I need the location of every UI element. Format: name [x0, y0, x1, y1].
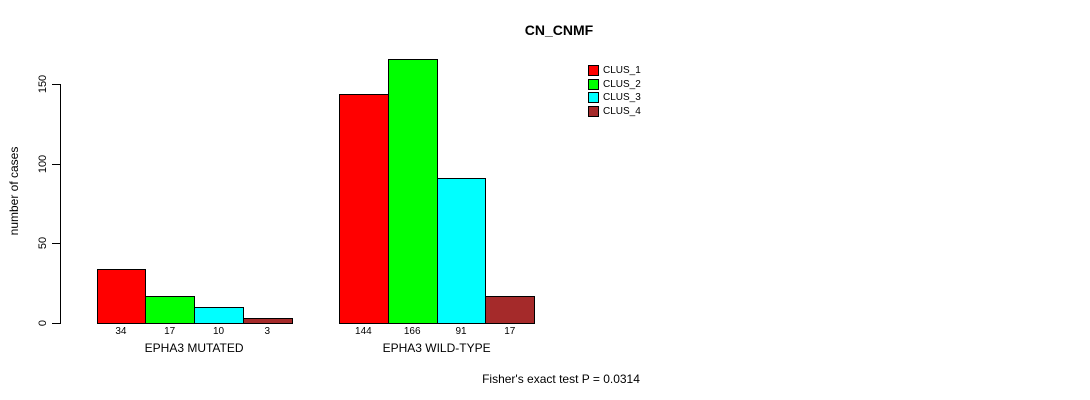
bar-clus_1-1 — [96, 269, 147, 324]
bar-value-label: 10 — [212, 326, 225, 337]
legend-swatch-icon — [588, 78, 599, 90]
legend-item-clus_3: CLUS_3 — [588, 91, 641, 104]
bar-value-label: 3 — [264, 326, 271, 337]
legend: CLUS_1 CLUS_2 CLUS_3 CLUS_4 — [588, 64, 641, 118]
bar-clus_3-1 — [194, 307, 244, 324]
y-axis-line — [59, 84, 61, 324]
y-axis-tick — [52, 243, 60, 245]
bar-value-label: 166 — [403, 326, 421, 337]
legend-label: CLUS_1 — [603, 65, 641, 76]
category-label: EPHA3 MUTATED — [144, 341, 244, 355]
legend-swatch-icon — [588, 92, 599, 103]
bar-clus_4-2 — [485, 296, 536, 324]
bar-value-label: 17 — [164, 326, 176, 337]
y-axis-tick-label: 100 — [37, 154, 49, 173]
legend-item-clus_4: CLUS_4 — [588, 105, 641, 118]
bar-value-label: 17 — [504, 326, 516, 337]
category-label: EPHA3 WILD-TYPE — [382, 341, 491, 355]
bar-clus_2-1 — [145, 296, 196, 324]
bar-clus_3-2 — [436, 178, 487, 324]
y-axis-label: number of cases — [7, 146, 21, 236]
legend-label: CLUS_3 — [603, 92, 641, 103]
bar-value-label: 144 — [355, 326, 372, 337]
y-axis-tick-label: 50 — [37, 237, 49, 250]
bar-value-label: 91 — [455, 326, 467, 337]
y-axis-tick — [52, 84, 60, 85]
bar-clus_2-2 — [387, 59, 438, 324]
bar-value-label: 34 — [115, 326, 127, 337]
legend-item-clus_1: CLUS_1 — [588, 64, 641, 77]
fisher-test-annotation: Fisher's exact test P = 0.0314 — [482, 372, 640, 386]
y-axis-tick — [52, 163, 60, 165]
legend-swatch-icon — [588, 105, 599, 117]
legend-label: CLUS_4 — [603, 105, 641, 117]
y-axis-tick — [52, 323, 60, 324]
chart-title: CN_CNMF — [524, 22, 594, 38]
bar-clus_1-2 — [339, 94, 389, 324]
legend-swatch-icon — [588, 65, 599, 76]
y-axis-tick-label: 150 — [37, 74, 49, 94]
legend-item-clus_2: CLUS_2 — [588, 78, 641, 91]
y-axis-tick-label: 0 — [37, 319, 49, 327]
legend-label: CLUS_2 — [603, 78, 641, 90]
bar-clus_4-1 — [242, 318, 293, 324]
